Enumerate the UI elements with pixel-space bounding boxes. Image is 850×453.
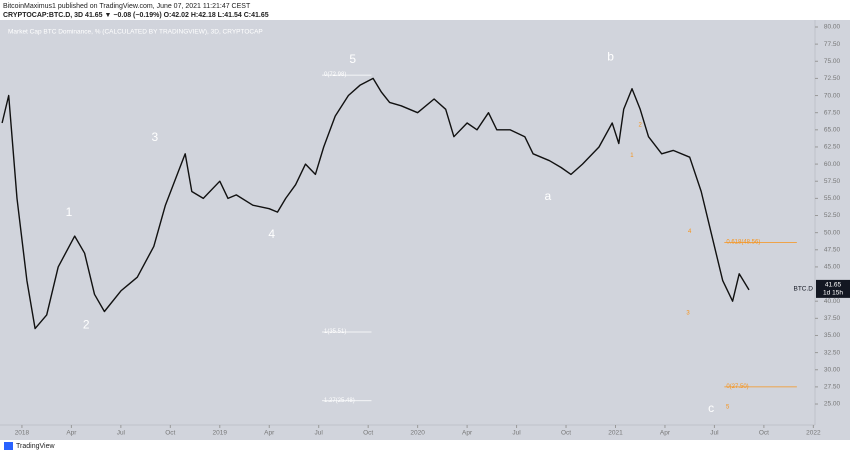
wave-label: 3	[686, 310, 690, 316]
x-tick-label: Jul	[315, 430, 324, 437]
wave-label: 4	[688, 229, 692, 235]
y-tick-label: 37.50	[824, 315, 841, 322]
legend: Market Cap BTC Dominance, % (CALCULATED …	[8, 29, 263, 36]
y-tick-label: 77.50	[824, 41, 841, 48]
y-tick-label: 45.00	[824, 264, 841, 271]
wave-label: 5	[726, 404, 730, 410]
fib-label: 0(72.98)	[324, 72, 346, 78]
y-tick-label: 60.00	[824, 161, 841, 168]
x-tick-label: Apr	[264, 430, 275, 437]
wave-label: 2	[83, 317, 90, 331]
wave-label: 2	[639, 123, 643, 129]
fib-label: 1.27(25.48)	[324, 398, 355, 404]
x-tick-label: 2020	[410, 430, 425, 437]
y-tick-label: 55.00	[824, 195, 841, 202]
y-tick-label: 57.50	[824, 178, 841, 185]
y-tick-label: 65.00	[824, 127, 841, 134]
wave-label: a	[545, 189, 552, 203]
price-tag-countdown: 1d 15h	[823, 290, 843, 297]
price-tag	[816, 279, 850, 298]
y-tick-label: 25.00	[824, 401, 841, 408]
wave-label: b	[607, 49, 614, 63]
x-tick-label: Jul	[512, 430, 521, 437]
wave-label: 1	[630, 153, 634, 159]
y-tick-label: 52.50	[824, 212, 841, 219]
wave-label: 5	[349, 52, 356, 66]
brand: TradingView	[16, 443, 55, 450]
fib-label: 1(35.51)	[324, 329, 346, 335]
x-tick-label: Jul	[117, 430, 126, 437]
x-tick-label: Apr	[462, 430, 473, 437]
x-tick-label: Oct	[363, 430, 373, 437]
y-tick-label: 62.50	[824, 144, 841, 151]
fib-label: 0(27.50)	[726, 384, 748, 390]
y-tick-label: 67.50	[824, 109, 841, 116]
y-tick-label: 75.00	[824, 58, 841, 65]
wave-label: 3	[151, 130, 158, 144]
x-tick-label: Apr	[660, 430, 671, 437]
y-tick-label: 30.00	[824, 366, 841, 373]
x-tick-label: 2021	[608, 430, 623, 437]
y-tick-label: 40.00	[824, 298, 841, 305]
fib-label: 0.618(48.56)	[726, 240, 760, 246]
y-tick-label: 27.50	[824, 384, 841, 391]
y-tick-label: 35.00	[824, 332, 841, 339]
y-tick-label: 32.50	[824, 349, 841, 356]
x-tick-label: 2018	[15, 430, 30, 437]
publisher: BitcoinMaximus1 published on TradingView…	[3, 3, 251, 10]
x-tick-label: Oct	[759, 430, 769, 437]
y-tick-label: 50.00	[824, 229, 841, 236]
y-tick-label: 80.00	[824, 24, 841, 31]
symbol-line: CRYPTOCAP:BTC.D, 3D 41.65 ▼ −0.08 (−0.19…	[3, 12, 269, 19]
wave-label: c	[708, 401, 714, 415]
x-tick-label: Apr	[66, 430, 77, 437]
price-tag-symbol: BTC.D	[794, 286, 814, 293]
x-tick-label: Jul	[710, 430, 719, 437]
y-tick-label: 47.50	[824, 247, 841, 254]
y-tick-label: 72.50	[824, 75, 841, 82]
price-tag-value: 41.65	[825, 282, 842, 289]
x-tick-label: Oct	[165, 430, 175, 437]
x-tick-label: Oct	[561, 430, 571, 437]
brand-logo	[4, 442, 13, 450]
y-tick-label: 70.00	[824, 92, 841, 99]
plot-background	[0, 20, 850, 440]
wave-label: 4	[268, 227, 275, 241]
wave-label: 1	[66, 205, 73, 219]
x-tick-label: 2022	[806, 430, 821, 437]
x-tick-label: 2019	[213, 430, 228, 437]
price-line	[1, 77, 750, 330]
